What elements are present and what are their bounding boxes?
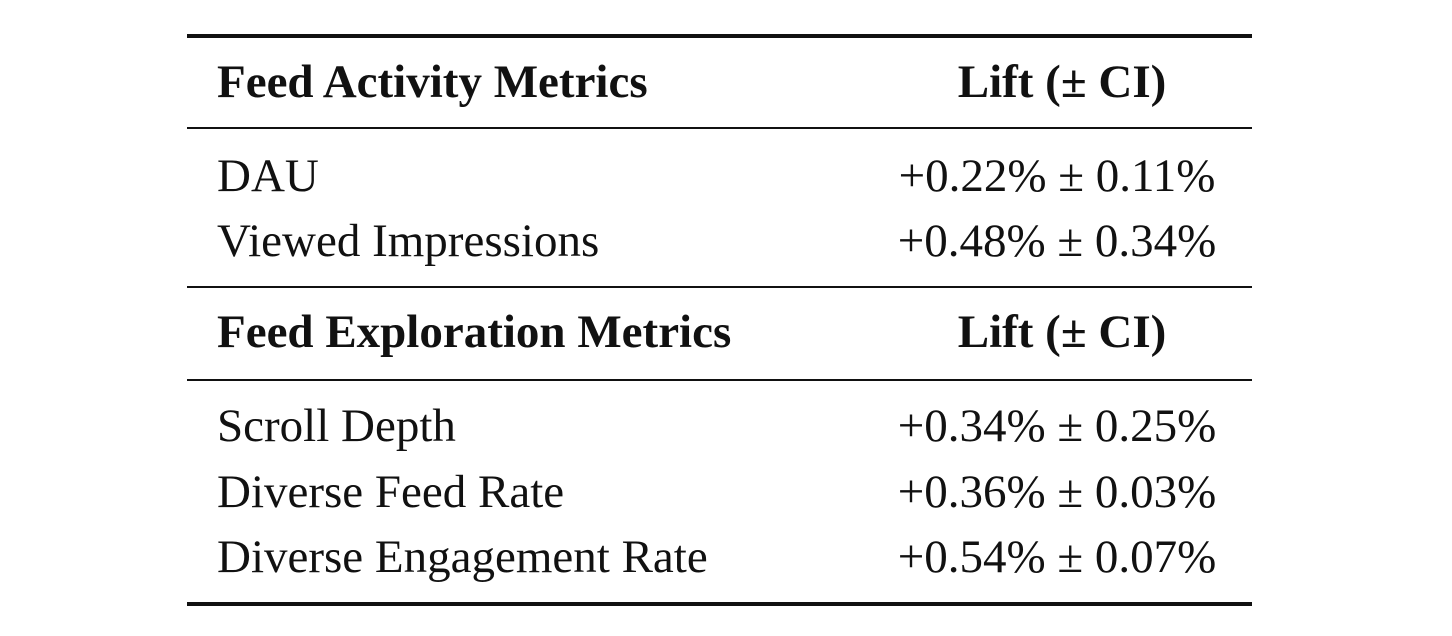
section-1-header-lift: Lift (± CI) (957, 56, 1167, 108)
section-divider-rule (187, 286, 1252, 288)
table-row-lift: +0.22% ± 0.11% (898, 150, 1216, 202)
section-2-header-rule (187, 379, 1252, 381)
table-row-lift: +0.36% ± 0.03% (897, 466, 1217, 518)
bottom-rule (187, 602, 1252, 606)
top-rule (187, 34, 1252, 38)
table-row-metric: Viewed Impressions (217, 215, 600, 267)
section-1-header-rule (187, 127, 1252, 129)
table-row-metric: Diverse Engagement Rate (217, 531, 708, 583)
table-row-metric: Scroll Depth (217, 400, 456, 452)
table-row-lift: +0.54% ± 0.07% (897, 531, 1217, 583)
section-2-header-metric: Feed Exploration Metrics (217, 306, 732, 358)
table-row-lift: +0.48% ± 0.34% (897, 215, 1217, 267)
table-row-metric: Diverse Feed Rate (217, 466, 565, 518)
table-row-metric: DAU (217, 150, 319, 202)
section-1-header-metric: Feed Activity Metrics (217, 56, 648, 108)
results-table: Feed Activity Metrics Lift (± CI) DAU +0… (187, 0, 1252, 636)
section-2-header-lift: Lift (± CI) (957, 306, 1167, 358)
table-row-lift: +0.34% ± 0.25% (897, 400, 1217, 452)
